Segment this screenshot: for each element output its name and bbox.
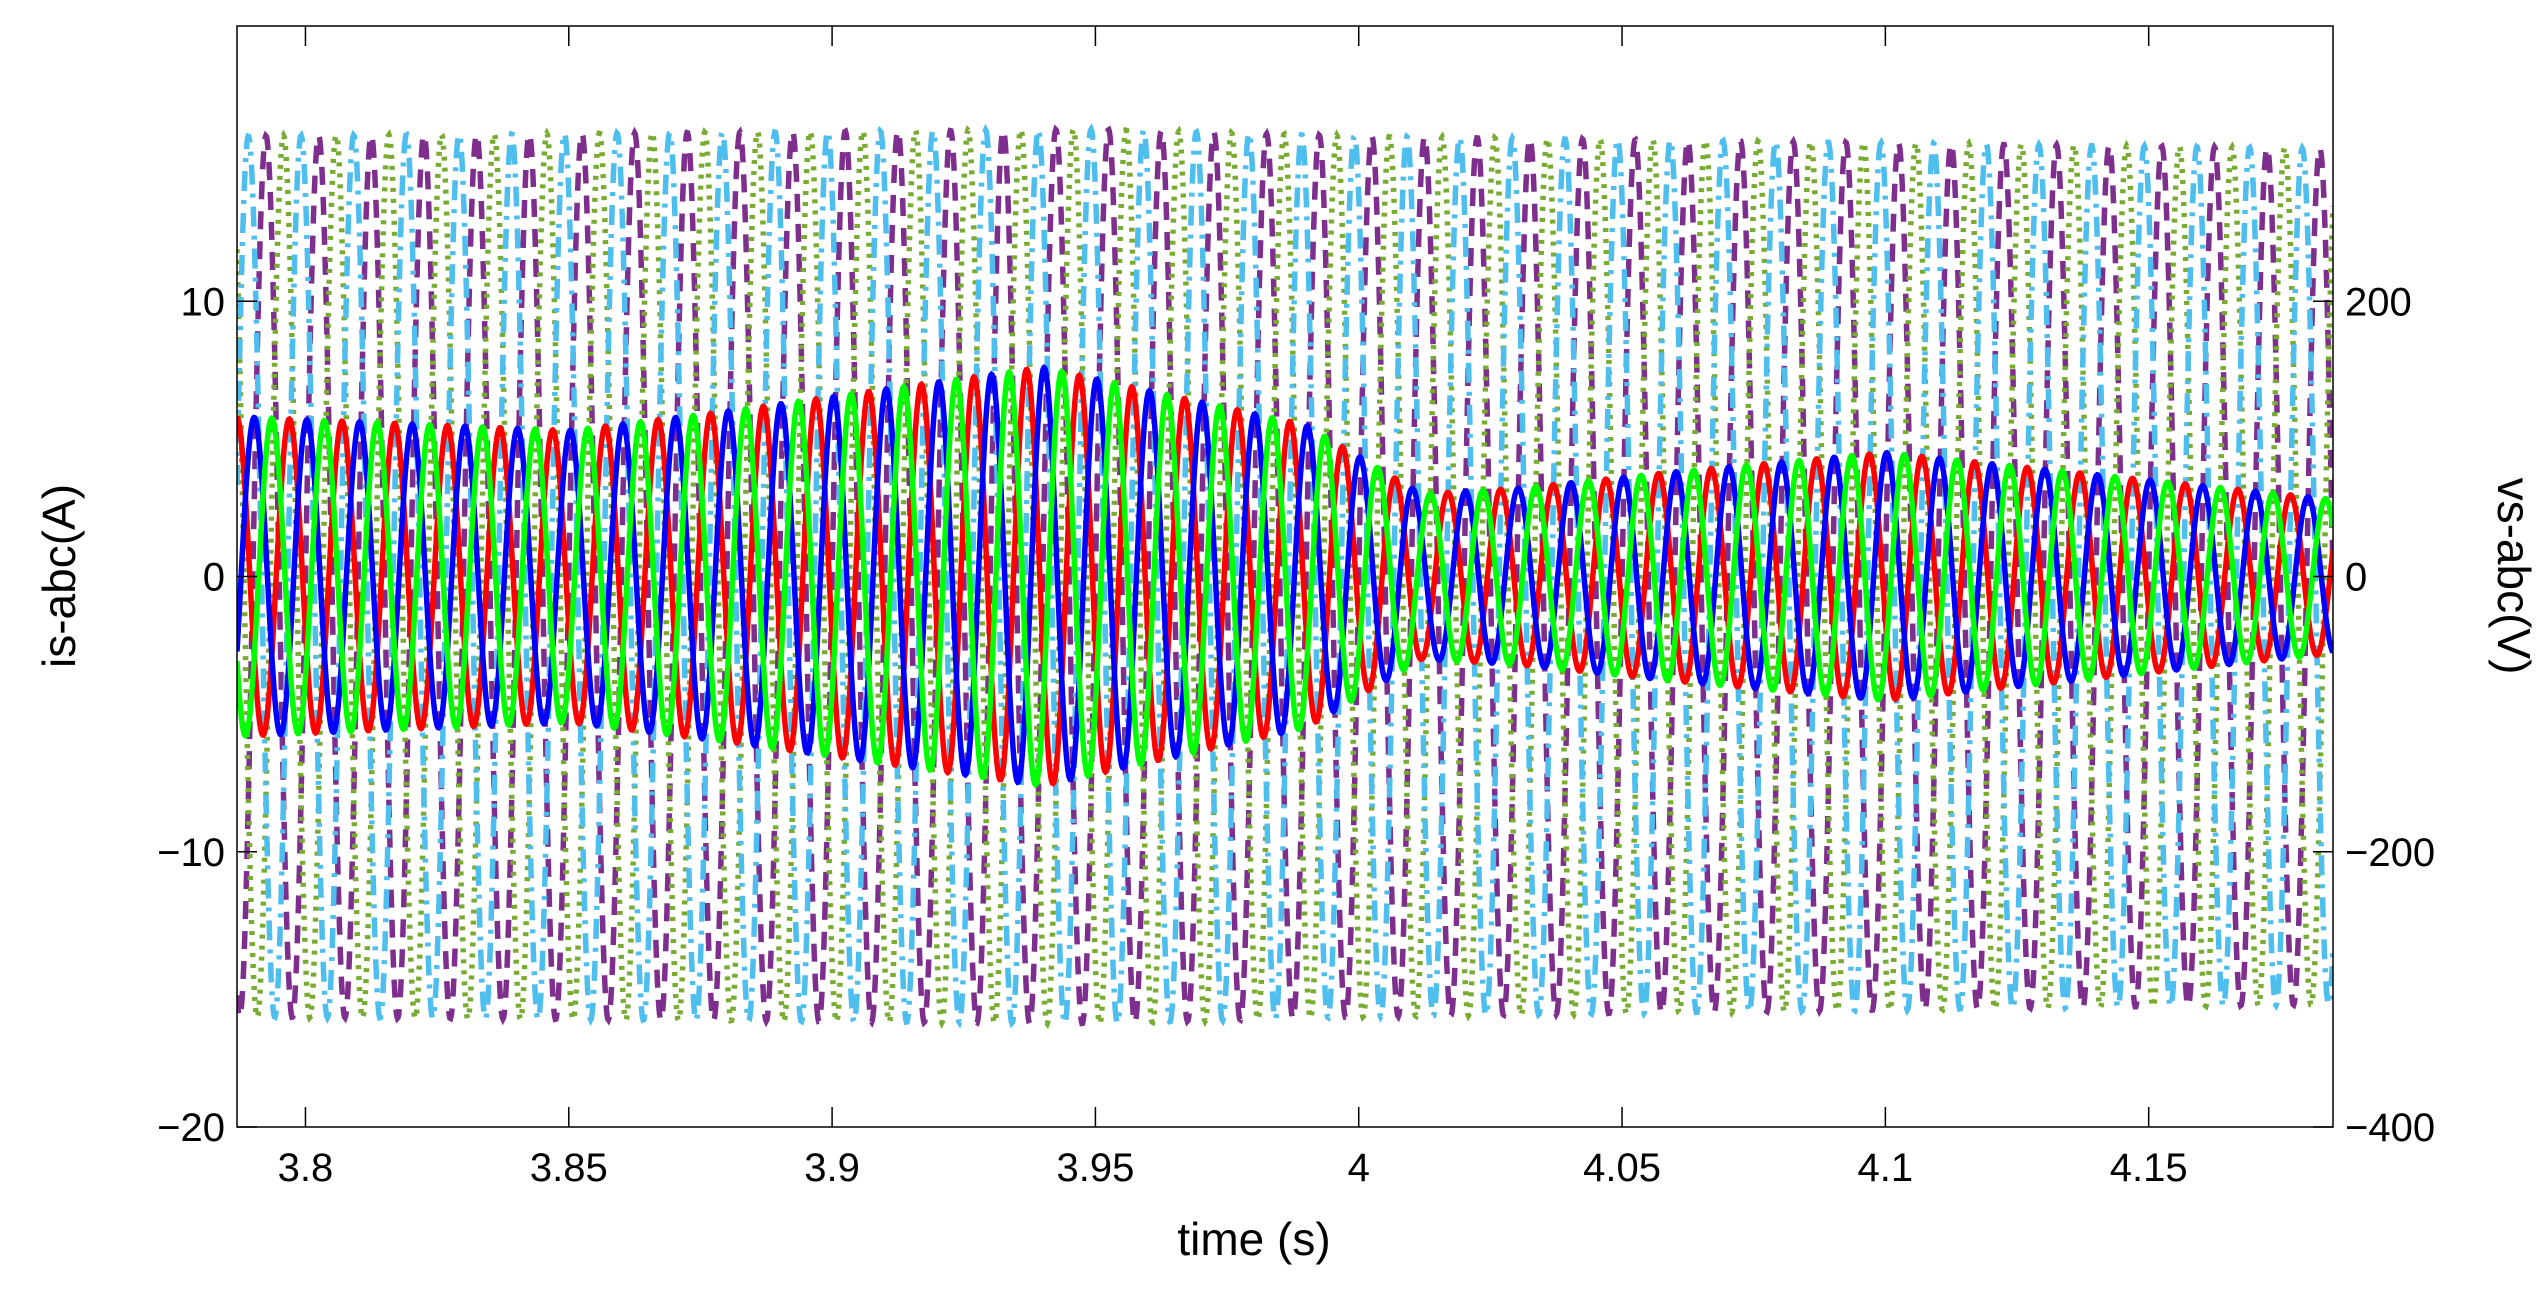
series-layer bbox=[237, 123, 2333, 1030]
x-tick-label: 3.95 bbox=[1056, 1146, 1134, 1190]
x-tick-label: 4.15 bbox=[2110, 1146, 2188, 1190]
y-right-tick-label: 0 bbox=[2345, 556, 2367, 600]
current-series-line-3 bbox=[237, 367, 2333, 789]
x-tick-label: 4.05 bbox=[1583, 1146, 1661, 1190]
current-series-line-2 bbox=[237, 364, 2333, 786]
y-left-tick-label: −10 bbox=[157, 831, 225, 875]
y-left-tick-label: 0 bbox=[203, 556, 225, 600]
ticks-layer: 3.8 3.85 3.9 3.95 4 4.05 4.1 4.15 −20 −10 0 10 −400 −… bbox=[157, 26, 2435, 1190]
y-right-tick-label: 200 bbox=[2345, 280, 2412, 324]
y-axis-label-left: is-abc(A) bbox=[33, 484, 85, 668]
y-left-tick-label: −20 bbox=[157, 1106, 225, 1150]
x-tick-label: 3.9 bbox=[804, 1146, 860, 1190]
y-left-tick-label: 10 bbox=[181, 280, 226, 324]
x-tick-label: 4 bbox=[1348, 1146, 1370, 1190]
voltage-series-line-3 bbox=[237, 123, 2333, 1030]
x-tick-label: 4.1 bbox=[1858, 1146, 1914, 1190]
x-axis-label: time (s) bbox=[1177, 1213, 1330, 1265]
y-right-tick-label: −400 bbox=[2345, 1106, 2435, 1150]
voltage-series-line-1 bbox=[237, 124, 2333, 1030]
plot-area: 3.8 3.85 3.9 3.95 4 4.05 4.1 4.15 −20 −10 0 10 −400 −… bbox=[157, 25, 2435, 1190]
y-right-tick-label: −200 bbox=[2345, 831, 2435, 875]
voltage-series-line-2 bbox=[237, 123, 2333, 1030]
x-tick-label: 3.8 bbox=[278, 1146, 334, 1190]
y-axis-label-right: vs-abc(V) bbox=[2488, 478, 2537, 675]
x-tick-label: 3.85 bbox=[530, 1146, 608, 1190]
